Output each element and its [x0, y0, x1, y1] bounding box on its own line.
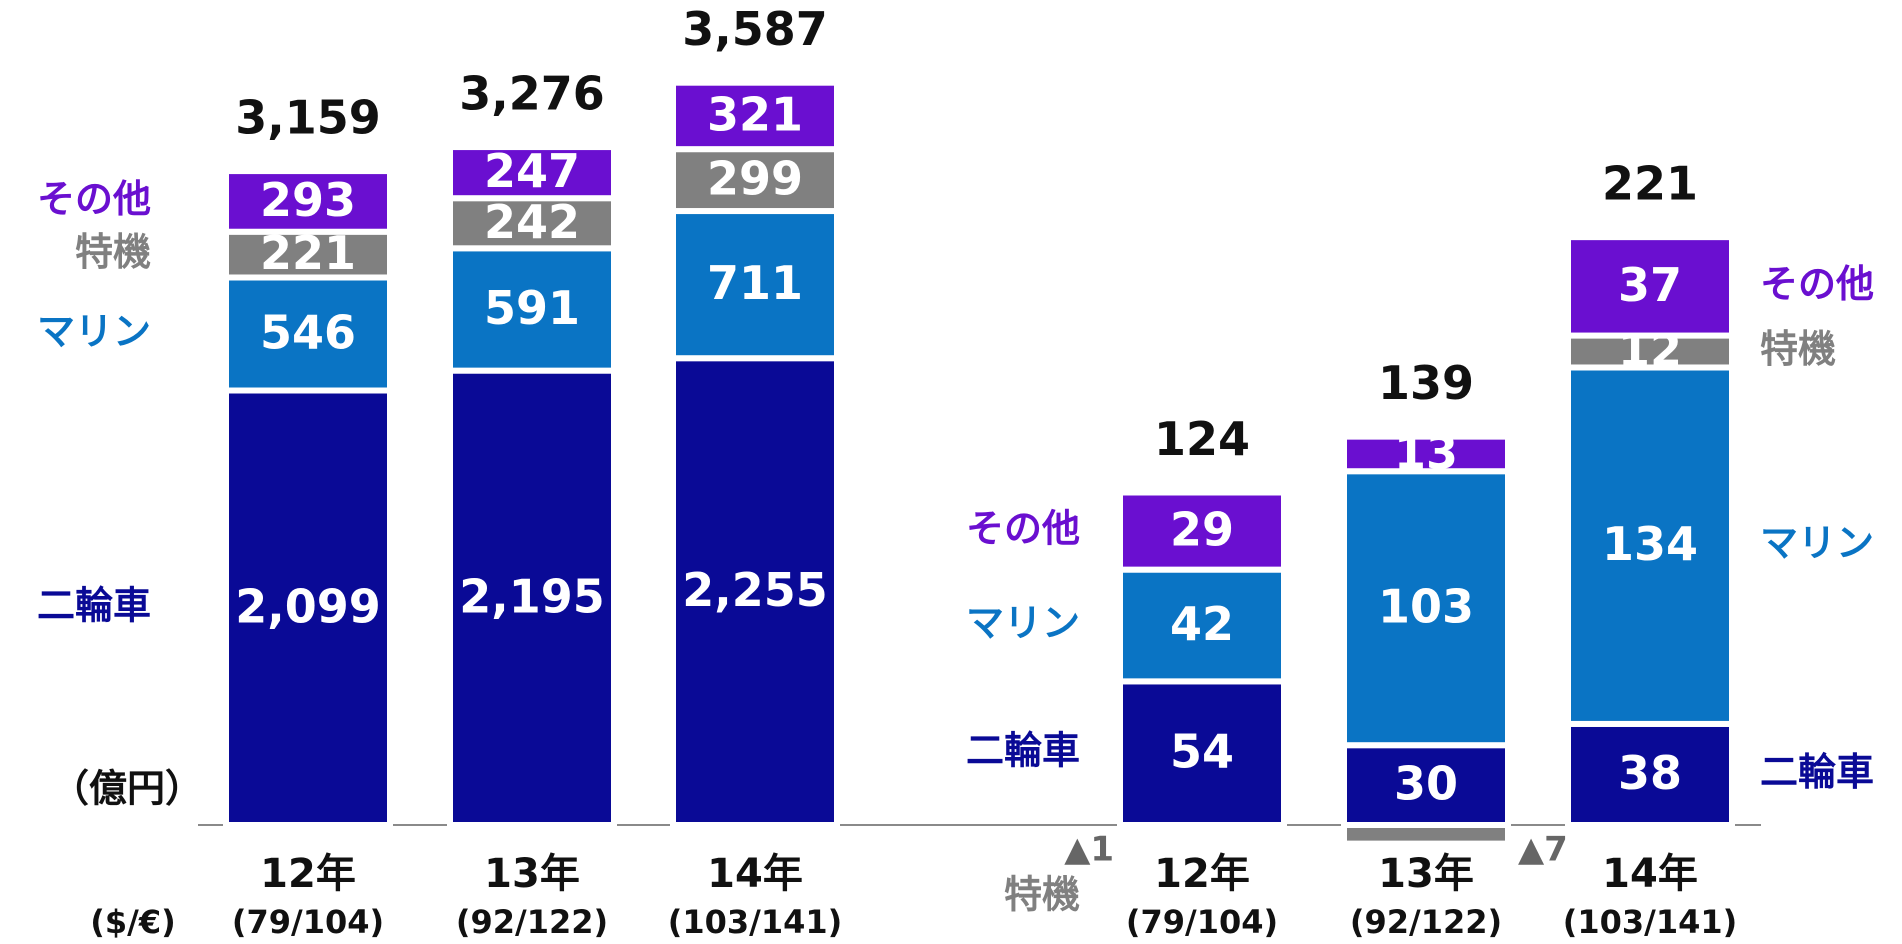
series-label: 二輪車 — [1760, 750, 1874, 794]
x-sub-label: (103/141) — [1563, 903, 1738, 941]
value-label: 29 — [1170, 503, 1234, 557]
value-label: 293 — [260, 173, 356, 227]
total-label: 221 — [1602, 157, 1698, 211]
value-label: 546 — [260, 305, 356, 359]
value-label: 134 — [1602, 517, 1698, 571]
bar-segment — [1117, 566, 1287, 685]
x-sub-label: (92/122) — [1350, 903, 1502, 941]
value-label: 2,255 — [682, 563, 828, 617]
value-label: 242 — [484, 195, 580, 249]
series-label: マリン — [1760, 521, 1874, 565]
x-tick-label: 12年 — [260, 851, 356, 897]
x-tick-label: 13年 — [484, 851, 580, 897]
x-tick-label: 13年 — [1378, 851, 1474, 897]
x-sub-label: (92/122) — [456, 903, 608, 941]
x-tick-label: 14年 — [1602, 851, 1698, 897]
value-label: 13 — [1394, 425, 1458, 479]
bar-segment — [1341, 822, 1511, 847]
bar-segment — [447, 245, 617, 374]
series-label: 特機 — [1760, 327, 1836, 371]
x-sub-label: (103/141) — [668, 903, 843, 941]
x-tick-label: 14年 — [707, 851, 803, 897]
bar-segment — [1565, 364, 1735, 727]
bar-segment — [670, 146, 840, 215]
bar-segment — [447, 367, 617, 828]
series-label: マリン — [966, 601, 1080, 645]
bar-segment — [670, 208, 840, 362]
bar-segment — [223, 228, 393, 281]
value-label: 711 — [707, 256, 803, 310]
series-label: マリン — [37, 309, 151, 353]
bar-segment — [1341, 468, 1511, 749]
value-label: 321 — [707, 87, 803, 141]
bar-segment — [447, 195, 617, 252]
bar-segment — [1117, 489, 1287, 573]
series-label: 二輪車 — [37, 583, 151, 627]
value-label: 247 — [484, 144, 580, 198]
total-label: 139 — [1378, 356, 1474, 410]
bar-segment — [670, 79, 840, 153]
x-note: ($/€) — [90, 903, 175, 941]
value-label: 30 — [1394, 757, 1458, 811]
total-label: 3,276 — [459, 67, 605, 121]
bar-segment — [1565, 332, 1735, 371]
value-label: ▲7 — [1518, 830, 1568, 870]
value-label: 591 — [484, 281, 580, 335]
value-label: 42 — [1170, 597, 1234, 651]
bar-segment — [223, 168, 393, 235]
series-label: その他 — [966, 507, 1080, 551]
x-tick-label: 12年 — [1154, 851, 1250, 897]
series-label: その他 — [37, 177, 151, 221]
total-label: 3,159 — [235, 91, 381, 145]
bar-segment — [447, 144, 617, 202]
x-sub-label: (79/104) — [1126, 903, 1278, 941]
value-label: 54 — [1170, 725, 1234, 779]
series-label: 特機 — [75, 230, 151, 274]
bar-segment — [223, 387, 393, 828]
unit-label: （億円） — [51, 767, 203, 811]
value-label: 221 — [260, 226, 356, 280]
series-label: 特機 — [1004, 873, 1080, 917]
series-label: その他 — [1760, 262, 1874, 306]
bar-segment — [1565, 234, 1735, 339]
value-label: 2,099 — [235, 579, 381, 633]
bar-segment — [1341, 433, 1511, 475]
bar-segment — [1117, 822, 1287, 831]
bar-segment — [1565, 720, 1735, 828]
value-label: 37 — [1618, 258, 1682, 312]
series-label: 二輪車 — [966, 729, 1080, 773]
value-label: ▲1 — [1064, 830, 1114, 870]
value-label: 2,195 — [459, 569, 605, 623]
bar-segment — [223, 274, 393, 394]
value-label: 299 — [707, 152, 803, 206]
x-sub-label: (79/104) — [232, 903, 384, 941]
value-label: 103 — [1378, 580, 1474, 634]
value-label: 38 — [1618, 746, 1682, 800]
total-label: 3,587 — [682, 2, 828, 56]
total-label: 124 — [1154, 412, 1250, 466]
